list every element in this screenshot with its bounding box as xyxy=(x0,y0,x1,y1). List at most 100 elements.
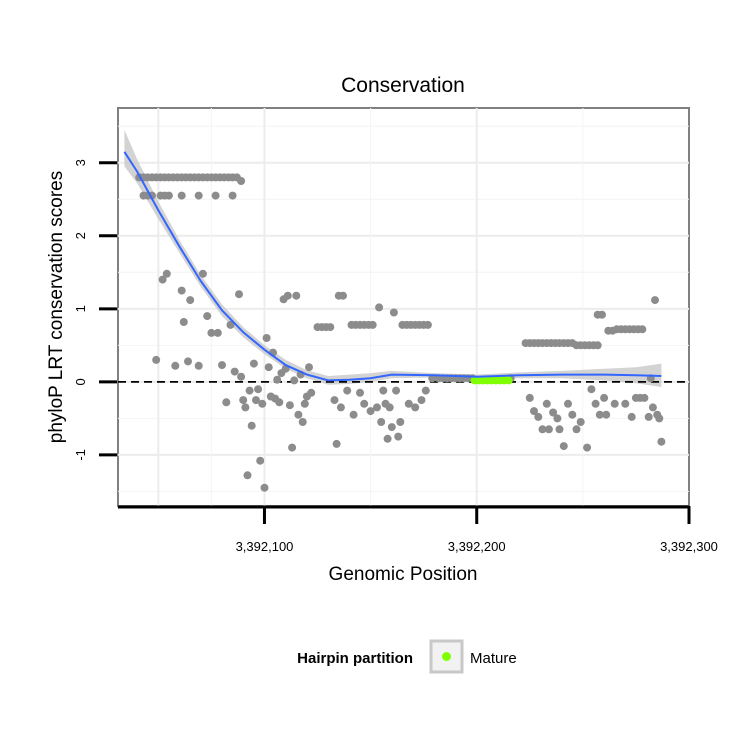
data-point xyxy=(595,410,604,419)
data-point xyxy=(283,291,292,300)
data-point xyxy=(651,296,659,305)
data-point xyxy=(226,320,235,329)
data-point xyxy=(404,399,413,408)
data-point xyxy=(249,359,258,368)
y-tick-label: -1 xyxy=(73,449,88,461)
mature-point xyxy=(504,376,513,385)
data-point xyxy=(171,361,180,370)
y-axis-title: phyloP LRT conservation scores xyxy=(46,171,67,444)
data-point xyxy=(339,291,347,300)
data-point xyxy=(211,191,220,200)
data-point xyxy=(553,414,562,423)
data-points xyxy=(135,173,666,492)
data-point xyxy=(162,269,171,278)
y-tick-label: 3 xyxy=(73,159,88,166)
data-point xyxy=(179,318,188,326)
data-point xyxy=(336,403,345,412)
data-point xyxy=(544,425,553,434)
data-point xyxy=(417,396,426,405)
data-point xyxy=(360,399,369,408)
data-point xyxy=(385,403,394,412)
data-point xyxy=(237,372,246,381)
data-point xyxy=(349,410,358,419)
data-point xyxy=(583,443,592,452)
data-point xyxy=(555,425,564,434)
data-point xyxy=(366,407,375,416)
data-point xyxy=(598,310,606,319)
data-point xyxy=(375,303,384,312)
data-point xyxy=(235,290,243,299)
data-point xyxy=(230,367,239,376)
data-point xyxy=(158,275,167,284)
data-point xyxy=(330,396,339,405)
x-axis: 3,392,100 3,392,200 3,392,300 xyxy=(118,505,718,554)
data-point xyxy=(568,410,577,419)
data-point xyxy=(152,355,161,364)
data-point xyxy=(411,403,420,412)
data-point xyxy=(576,418,585,426)
legend-title: Hairpin partition xyxy=(297,650,413,667)
data-point xyxy=(600,393,609,402)
data-point xyxy=(186,296,195,305)
data-point xyxy=(638,325,647,334)
x-tick-label: 3,392,300 xyxy=(660,539,718,554)
data-point xyxy=(254,385,263,394)
data-point xyxy=(542,399,551,408)
data-point xyxy=(377,418,386,426)
data-point xyxy=(218,361,226,370)
data-point xyxy=(260,483,269,492)
data-point xyxy=(177,286,186,295)
data-point xyxy=(387,423,396,432)
x-tick-label: 3,392,100 xyxy=(236,539,294,554)
data-point xyxy=(288,443,297,452)
data-point xyxy=(326,323,335,332)
data-point xyxy=(247,421,256,430)
data-point xyxy=(368,320,377,329)
data-point xyxy=(184,357,192,366)
data-point xyxy=(300,399,309,408)
data-point xyxy=(207,328,216,337)
data-point xyxy=(356,388,364,397)
data-point xyxy=(530,407,538,416)
data-point xyxy=(164,191,173,200)
data-point xyxy=(564,399,572,408)
data-point xyxy=(648,403,657,412)
data-point xyxy=(610,399,619,408)
data-point xyxy=(264,363,273,372)
data-point xyxy=(396,418,405,426)
data-point xyxy=(373,403,381,412)
data-point xyxy=(294,410,303,419)
legend: Hairpin partition Mature xyxy=(297,639,517,674)
data-point xyxy=(252,396,260,405)
data-point xyxy=(305,363,313,372)
data-point xyxy=(290,376,299,385)
plot-panel xyxy=(117,107,690,507)
data-point xyxy=(559,442,568,451)
y-axis: -1 0 1 2 3 xyxy=(73,159,117,461)
data-point xyxy=(243,471,252,480)
data-point xyxy=(621,399,630,408)
y-tick-label: 2 xyxy=(73,232,88,239)
data-point xyxy=(307,388,316,397)
data-point xyxy=(258,399,267,408)
y-tick-label: 0 xyxy=(73,378,88,385)
data-point xyxy=(593,341,602,350)
data-point xyxy=(298,418,307,426)
data-point xyxy=(423,320,432,329)
data-point xyxy=(273,375,282,384)
data-point xyxy=(383,434,392,443)
data-point xyxy=(525,393,534,402)
data-point xyxy=(245,386,254,395)
data-point xyxy=(177,191,186,200)
data-point xyxy=(392,386,401,395)
data-point xyxy=(256,456,265,465)
data-point xyxy=(194,361,203,370)
smooth-line xyxy=(123,151,662,382)
y-tick-label: 1 xyxy=(73,305,88,312)
data-point xyxy=(394,432,403,441)
data-point xyxy=(275,398,284,407)
data-point xyxy=(655,414,664,423)
data-point xyxy=(198,269,207,278)
data-point xyxy=(194,191,203,200)
